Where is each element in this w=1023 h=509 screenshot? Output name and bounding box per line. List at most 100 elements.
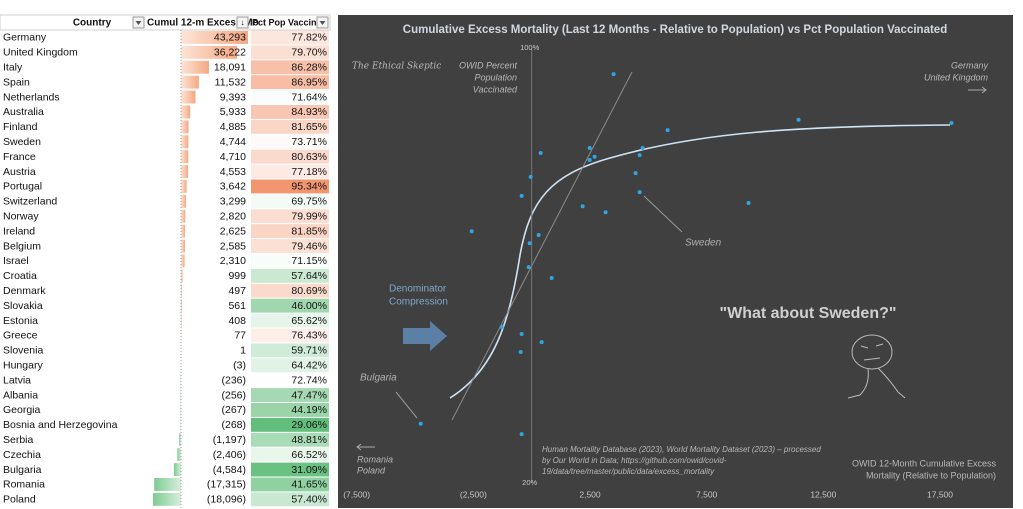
- pct-cell: [251, 462, 329, 477]
- data-bar: [181, 90, 196, 104]
- excess-cell: 9,393: [220, 91, 246, 103]
- callout: Compression: [389, 297, 448, 308]
- country-cell: Latvia: [3, 374, 31, 386]
- corner-note: Poland: [357, 465, 386, 475]
- pct-cell-label: 29.06%: [291, 419, 327, 431]
- data-point: [536, 233, 541, 238]
- reference-line: [451, 71, 633, 421]
- pct-cell-label: 66.52%: [291, 449, 327, 461]
- corner-note: United Kingdom: [924, 72, 989, 82]
- pct-cell-label: 46.00%: [291, 300, 327, 312]
- pct-cell-label: 47.47%: [291, 389, 327, 401]
- pct-cell: [251, 149, 329, 164]
- pct-cell: [251, 373, 329, 388]
- axis-note: OWID Percent: [459, 60, 518, 70]
- axis-note: Vaccinated: [473, 84, 518, 94]
- trend-curve: [449, 124, 951, 399]
- data-point: [528, 174, 533, 179]
- pct-cell: [251, 134, 329, 149]
- pct-cell: [251, 60, 329, 75]
- pct-cell-label: 80.63%: [291, 151, 327, 163]
- callout-line: [643, 195, 683, 233]
- excess-cell: 497: [228, 285, 246, 297]
- pct-cell: [251, 75, 329, 90]
- arrow-shape: [403, 321, 447, 351]
- source-note: Human Mortality Database (2023), World M…: [542, 445, 821, 454]
- data-point: [665, 128, 670, 133]
- data-bar: [181, 224, 186, 238]
- data-bar: [181, 60, 209, 74]
- country-cell: Germany: [3, 32, 47, 44]
- pct-cell-label: 77.18%: [291, 166, 327, 178]
- excess-cell: (18,096): [207, 494, 246, 506]
- excess-cell: (236): [221, 374, 246, 386]
- axis-note: Mortality (Relative to Population): [866, 470, 996, 480]
- data-point: [949, 121, 954, 126]
- country-cell: Albania: [3, 389, 38, 401]
- data-bar: [181, 135, 189, 149]
- pct-cell-label: 79.46%: [291, 240, 327, 252]
- pct-cell: [251, 268, 329, 283]
- pct-cell: [251, 224, 329, 239]
- data-bar: [181, 269, 183, 283]
- data-point: [746, 200, 751, 205]
- excess-cell: 11,532: [215, 76, 246, 88]
- data-point: [611, 72, 616, 77]
- excess-cell: 408: [228, 315, 246, 327]
- data-point: [538, 150, 543, 155]
- country-cell: Greece: [3, 330, 38, 342]
- data-point: [526, 265, 531, 270]
- country-cell: Italy: [3, 62, 23, 74]
- country-cell: Netherlands: [3, 91, 60, 103]
- data-bar: [179, 433, 181, 447]
- data-point: [637, 153, 642, 158]
- y-tick-label: 100%: [520, 43, 540, 52]
- country-cell: Hungary: [3, 360, 43, 372]
- pct-cell-label: 41.65%: [291, 479, 327, 491]
- country-cell: Slovenia: [3, 345, 43, 357]
- arrow: [968, 86, 987, 94]
- pct-cell: [251, 313, 329, 328]
- excess-cell: (17,315): [207, 479, 246, 491]
- data-point: [549, 276, 554, 281]
- excess-cell: (2,406): [213, 449, 246, 461]
- country-cell: Australia: [3, 106, 44, 118]
- pct-cell: [251, 45, 329, 60]
- data-bar: [181, 239, 186, 253]
- data-bar: [181, 75, 199, 89]
- pct-cell-label: 81.85%: [291, 225, 327, 237]
- pct-cell: [251, 179, 329, 194]
- pct-cell: [251, 119, 329, 134]
- data-bar: [181, 45, 238, 59]
- country-cell: Estonia: [3, 315, 38, 327]
- pct-cell-label: 76.43%: [291, 330, 327, 342]
- country-cell: Croatia: [3, 270, 37, 282]
- filter-button[interactable]: [236, 16, 249, 29]
- country-cell: Finland: [3, 121, 38, 133]
- country-cell: Slovakia: [3, 300, 43, 312]
- data-bar: [177, 448, 181, 462]
- excess-cell: (256): [221, 389, 246, 401]
- x-tick-label: 7,500: [696, 489, 718, 499]
- callout: Bulgaria: [360, 373, 397, 384]
- data-point: [418, 421, 423, 426]
- data-bar: [181, 314, 182, 327]
- pct-cell: [251, 209, 329, 224]
- pct-cell: [251, 239, 329, 253]
- country-cell: Switzerland: [3, 196, 57, 208]
- excess-cell: (267): [221, 404, 246, 416]
- data-point: [580, 204, 585, 209]
- pct-cell: [251, 328, 329, 343]
- pct-cell: [251, 477, 329, 492]
- pct-cell-label: 59.71%: [291, 345, 327, 357]
- excess-cell: 18,091: [214, 62, 246, 74]
- arrow: [356, 443, 375, 451]
- table-body: Germany 43,293 77.82% United Kingdom 36,222 7…: [3, 30, 329, 507]
- pct-cell-label: 69.75%: [291, 196, 327, 208]
- data-bar: [181, 299, 182, 313]
- filter-icon: [319, 21, 326, 25]
- excess-cell: 5,933: [220, 106, 246, 118]
- country-cell: United Kingdom: [3, 47, 78, 59]
- callout: Sweden: [685, 238, 722, 249]
- data-bar: [154, 478, 181, 491]
